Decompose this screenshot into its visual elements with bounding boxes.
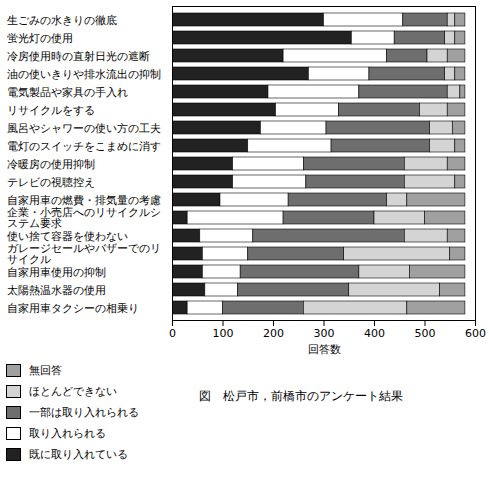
svg-text:600: 600: [465, 327, 486, 340]
svg-text:油の使いきりや排水流出の抑制: 油の使いきりや排水流出の抑制: [7, 68, 161, 81]
html-text:図 松戸市，前橋市のアンケート結果: 図 松戸市，前橋市のアンケート結果: [199, 389, 403, 403]
html-text:取り入れられる: 取り入れられる: [29, 427, 106, 440]
svg-text:自家用車タクシーの相乗り: 自家用車タクシーの相乗り: [7, 302, 139, 315]
svg-text:自家用車使用の抑制: 自家用車使用の抑制: [7, 266, 106, 279]
svg-text:テレビの視聴控え: テレビの視聴控え: [7, 176, 95, 189]
svg-text:生ごみの水きりの徹底: 生ごみの水きりの徹底: [7, 14, 117, 27]
html-text:ほとんどできない: ほとんどできない: [29, 385, 117, 398]
svg-text:200: 200: [263, 327, 284, 340]
svg-text:0: 0: [169, 327, 176, 340]
svg-text:自家用車の燃費・排気量の考慮: 自家用車の燃費・排気量の考慮: [7, 194, 161, 207]
svg-text:500: 500: [415, 327, 436, 340]
svg-text:300: 300: [314, 327, 335, 340]
svg-text:100: 100: [213, 327, 234, 340]
svg-text:風呂やシャワーの使い方の工夫: 風呂やシャワーの使い方の工夫: [7, 122, 161, 135]
svg-text:太陽熱温水器の使用: 太陽熱温水器の使用: [7, 284, 106, 297]
svg-text:冷房使用時の直射日光の遮断: 冷房使用時の直射日光の遮断: [7, 50, 150, 63]
svg-text:企業・小売店へのリサイクルシステム要求: 企業・小売店へのリサイクルシステム要求: [7, 206, 161, 231]
svg-text:使い捨て容器を使わない: 使い捨て容器を使わない: [7, 230, 128, 243]
svg-text:電灯のスイッチをこまめに消す: 電灯のスイッチをこまめに消す: [7, 140, 161, 153]
svg-text:400: 400: [364, 327, 385, 340]
svg-text:冷暖房の使用抑制: 冷暖房の使用抑制: [7, 158, 95, 171]
svg-text:リサイクルをする: リサイクルをする: [7, 104, 95, 117]
svg-text:蛍光灯の使用: 蛍光灯の使用: [7, 32, 73, 45]
html-text:既に取り入れている: 既に取り入れている: [29, 448, 128, 461]
svg-text:ガレージセールやバザーでのリサイクル: ガレージセールやバザーでのリサイクル: [7, 242, 161, 267]
html-text:無回答: 無回答: [29, 364, 62, 377]
svg-text:電気製品や家具の手入れ: 電気製品や家具の手入れ: [7, 86, 128, 99]
html-text:一部は取り入れられる: 一部は取り入れられる: [29, 406, 139, 419]
svg-text:回答数: 回答数: [308, 343, 341, 356]
